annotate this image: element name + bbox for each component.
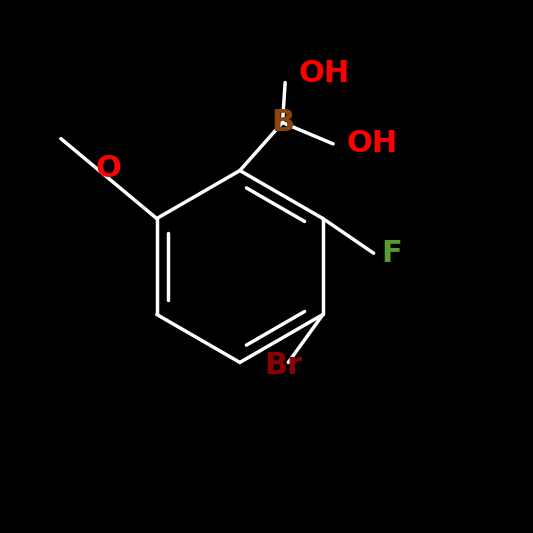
Text: Br: Br xyxy=(264,351,302,379)
Text: O: O xyxy=(96,155,122,183)
Text: OH: OH xyxy=(346,130,398,158)
Text: B: B xyxy=(271,108,294,137)
Text: OH: OH xyxy=(298,59,350,87)
Text: F: F xyxy=(382,239,402,268)
